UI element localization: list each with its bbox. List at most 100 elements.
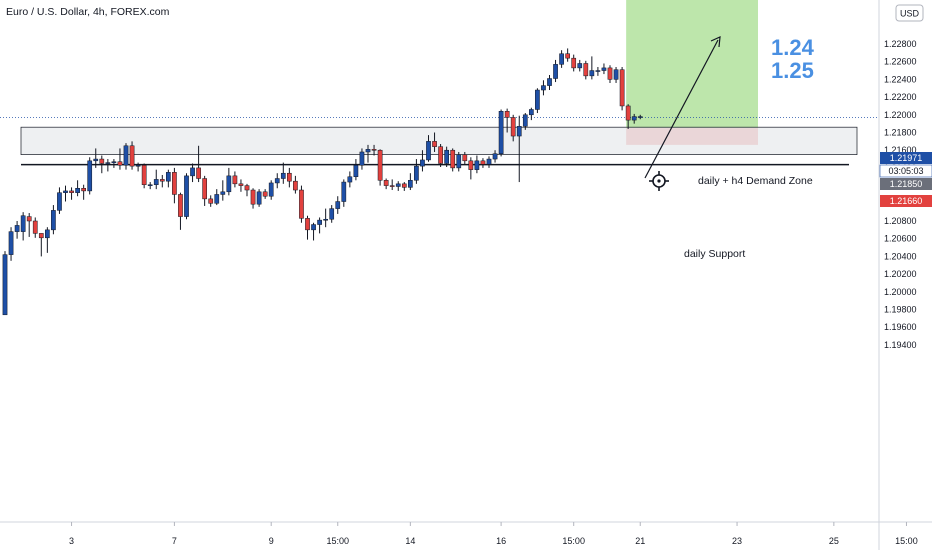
candle	[135, 162, 141, 172]
candle	[87, 157, 93, 195]
x-tick-label: 15:00	[895, 536, 918, 546]
candle-body	[220, 191, 226, 195]
candle-body	[190, 167, 195, 177]
candle	[577, 59, 583, 72]
candle	[172, 167, 177, 204]
candle-body	[141, 164, 147, 185]
candle	[69, 187, 74, 200]
candle	[607, 65, 613, 83]
candle	[75, 180, 80, 197]
candle-body	[389, 185, 395, 187]
candle	[20, 212, 26, 241]
candle	[377, 149, 383, 186]
move-crosshair-icon[interactable]	[649, 171, 669, 191]
candle	[613, 67, 619, 83]
candle	[486, 156, 492, 168]
candle	[305, 215, 310, 240]
candle	[287, 167, 292, 188]
currency-button[interactable]: USD	[895, 4, 924, 22]
candle	[26, 213, 32, 237]
candle-body	[299, 189, 304, 219]
candle	[268, 180, 274, 200]
candle	[274, 173, 280, 189]
target-arrow-head	[710, 36, 721, 48]
candle	[510, 114, 516, 142]
candle	[159, 174, 165, 188]
candle-body	[565, 53, 570, 59]
candle-body	[135, 164, 141, 167]
candle	[99, 155, 105, 174]
candle	[262, 189, 268, 199]
candle	[202, 175, 208, 206]
y-tick-label: 1.20600	[884, 234, 917, 244]
candle-body	[498, 111, 504, 154]
candle-body	[178, 194, 183, 217]
candle	[256, 189, 262, 207]
candle	[105, 159, 111, 172]
y-tick-label: 1.19400	[884, 340, 917, 350]
y-tick-label: 1.22800	[884, 39, 917, 49]
x-tick-label: 25	[829, 536, 839, 546]
x-tick-label: 23	[732, 536, 742, 546]
candle-body	[432, 141, 437, 147]
candle	[147, 182, 153, 190]
target-arrow-line	[644, 39, 719, 179]
candle-body	[153, 179, 159, 185]
candle-body	[335, 201, 341, 209]
candle	[81, 184, 87, 200]
candle	[619, 67, 625, 111]
candle-body	[613, 69, 619, 80]
candle	[438, 144, 443, 168]
candle	[474, 155, 480, 174]
candle-body	[166, 172, 171, 182]
candle	[57, 187, 62, 214]
candle	[347, 171, 353, 188]
candle	[190, 163, 195, 183]
candle	[208, 195, 214, 207]
y-tick-label: 1.20400	[884, 251, 917, 261]
candle	[389, 179, 395, 191]
candle-body	[401, 183, 407, 188]
candle-body	[510, 117, 516, 137]
candle-body	[547, 78, 552, 86]
x-tick-label: 3	[69, 536, 74, 546]
candle	[214, 189, 220, 206]
candle-body	[256, 191, 262, 205]
candle-body	[20, 215, 26, 232]
candle-body	[426, 141, 431, 161]
candle	[426, 135, 431, 162]
candle	[565, 48, 570, 62]
candle-body	[480, 160, 486, 165]
candle-body	[486, 158, 492, 165]
candle-body	[280, 172, 286, 179]
candle-body	[601, 67, 607, 71]
candle-body	[129, 145, 135, 167]
candle-body	[317, 219, 322, 225]
candle	[450, 148, 456, 172]
candle	[444, 146, 449, 168]
candle-body	[238, 183, 244, 186]
support-label: daily Support	[684, 248, 745, 260]
candle-body	[595, 70, 601, 72]
candle-body	[274, 178, 280, 184]
candle	[371, 144, 377, 156]
candle	[141, 163, 147, 189]
y-tick-label: 1.19800	[884, 305, 917, 315]
candle-body	[45, 229, 50, 239]
candle	[32, 217, 38, 238]
candle	[51, 205, 56, 235]
candle-body	[93, 158, 99, 162]
candle-body	[395, 183, 401, 187]
candle	[250, 188, 256, 209]
candle-body	[250, 189, 256, 205]
candle-body	[87, 160, 93, 192]
candle	[468, 157, 474, 180]
candle-body	[147, 184, 153, 186]
candle	[244, 183, 250, 197]
candle-body	[305, 218, 310, 231]
candle-body	[14, 225, 20, 232]
candle-body	[69, 190, 74, 193]
candle	[335, 196, 341, 214]
profit-zone	[626, 0, 758, 129]
target-note-1: 1.24	[771, 35, 815, 60]
